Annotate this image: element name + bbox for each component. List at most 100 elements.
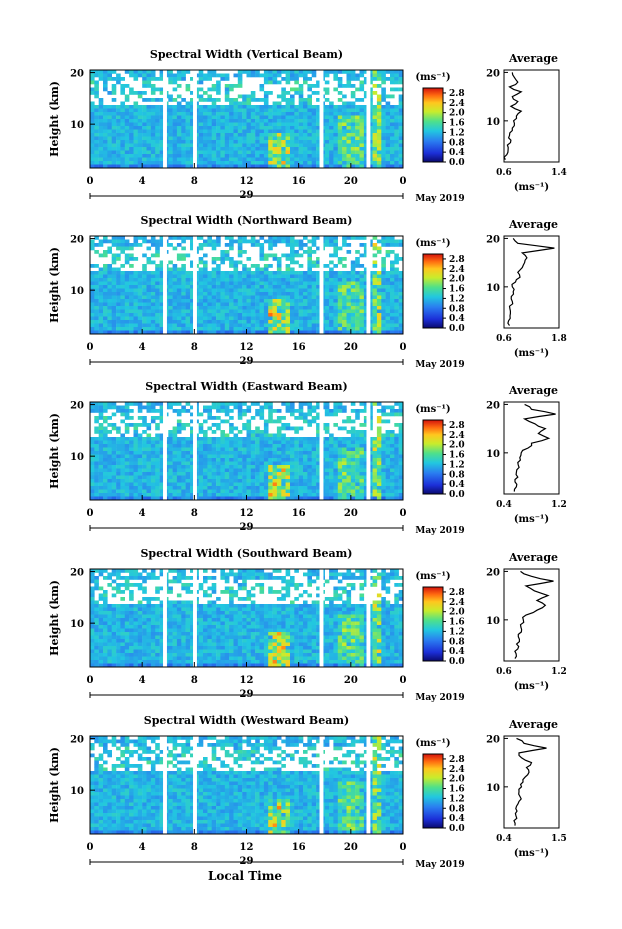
heatmap-cell: [207, 444, 212, 448]
heatmap-cell: [324, 157, 330, 162]
heatmap-cell: [133, 479, 139, 483]
heatmap-cell: [137, 126, 143, 130]
heatmap-cell: [363, 246, 369, 251]
heatmap-cell: [176, 157, 182, 162]
heatmap-cell: [146, 479, 152, 483]
heatmap-cell: [285, 147, 291, 151]
average-title: Average: [508, 52, 558, 65]
colorbar: [422, 253, 444, 329]
heatmap-cell: [346, 451, 352, 455]
heatmap-cell: [250, 320, 256, 324]
heatmap-cell: [376, 468, 382, 473]
heatmap-cell: [303, 295, 308, 300]
heatmap-cell: [355, 87, 360, 92]
heatmap-cell: [198, 437, 204, 441]
heatmap-cell: [237, 475, 243, 480]
heatmap-cell: [363, 458, 369, 462]
average-y-tick-label: 10: [486, 283, 500, 294]
heatmap-cell: [211, 267, 217, 272]
heatmap-cell: [342, 444, 347, 448]
heatmap-cell: [229, 239, 234, 244]
heatmap-cell: [363, 70, 369, 74]
heatmap-cell: [211, 133, 217, 137]
heatmap-cell: [233, 468, 239, 473]
heatmap-cell: [342, 164, 347, 169]
heatmap-cell: [381, 302, 386, 307]
heatmap-cell: [116, 129, 121, 134]
heatmap-cell: [137, 161, 143, 165]
heatmap-cell: [263, 129, 269, 134]
heatmap-cell: [103, 278, 108, 282]
heatmap-cell: [342, 440, 347, 445]
heatmap-cell: [133, 274, 139, 279]
heatmap-cell: [203, 140, 208, 144]
heatmap-cell: [346, 292, 352, 296]
heatmap-cell: [281, 161, 286, 165]
heatmap-cell: [342, 437, 347, 441]
heatmap-cell: [272, 299, 278, 303]
heatmap-cell: [385, 105, 391, 109]
heatmap-cell: [229, 316, 234, 321]
heatmap-cell: [207, 327, 212, 331]
heatmap-cell: [120, 112, 125, 116]
heatmap-cell: [398, 486, 404, 490]
heatmap-cell: [385, 454, 391, 459]
heatmap-cell: [107, 451, 112, 455]
heatmap-cell: [307, 274, 312, 279]
heatmap-cell: [98, 239, 104, 244]
heatmap-cell: [159, 330, 165, 335]
heatmap-cell: [111, 271, 117, 275]
heatmap-cell: [359, 154, 365, 158]
heatmap-cell: [116, 281, 121, 286]
heatmap-cell: [176, 122, 182, 127]
heatmap-cell: [142, 84, 147, 88]
heatmap-cell: [120, 105, 125, 109]
heatmap-cell: [198, 472, 204, 476]
heatmap-cell: [137, 91, 143, 95]
heatmap-cell: [207, 316, 212, 321]
heatmap-cell: [242, 126, 247, 130]
heatmap-cell: [376, 479, 382, 483]
heatmap-cell: [146, 164, 152, 169]
heatmap-cell: [211, 472, 217, 476]
heatmap-cell: [272, 278, 278, 282]
heatmap-cell: [176, 447, 182, 452]
heatmap-cell: [124, 108, 130, 113]
heatmap-cell: [155, 133, 160, 137]
heatmap-cell: [268, 475, 273, 480]
heatmap-cell: [398, 73, 404, 78]
heatmap-cell: [281, 444, 286, 448]
heatmap-cell: [90, 246, 95, 251]
heatmap-cell: [294, 309, 299, 314]
heatmap-cell: [250, 444, 256, 448]
heatmap-cell: [263, 267, 269, 272]
x-tick-label: 16: [292, 342, 306, 353]
heatmap-cell: [181, 451, 186, 455]
heatmap-cell: [333, 115, 338, 120]
heatmap-cell: [342, 271, 347, 275]
heatmap-cell: [98, 309, 104, 314]
heatmap-cell: [229, 119, 234, 123]
heatmap-cell: [168, 323, 173, 328]
colorbar-tick-label: 0.4: [449, 148, 465, 158]
heatmap-cell: [90, 87, 95, 92]
heatmap-cell: [307, 129, 312, 134]
heatmap-cell: [333, 70, 338, 74]
heatmap-cell: [324, 451, 330, 455]
heatmap-cell: [133, 77, 139, 81]
heatmap-cell: [198, 309, 204, 314]
heatmap-cell: [298, 330, 304, 335]
heatmap-cell: [168, 468, 173, 473]
heatmap-cell: [324, 461, 330, 466]
heatmap-cell: [233, 405, 239, 410]
heatmap-cell: [146, 472, 152, 476]
heatmap-cell: [303, 489, 308, 494]
heatmap-cell: [242, 412, 247, 417]
heatmap-cell: [98, 320, 104, 324]
heatmap-cell: [294, 316, 299, 321]
heatmap-cell: [263, 309, 269, 314]
heatmap-cell: [303, 236, 308, 240]
heatmap-cell: [103, 164, 108, 169]
heatmap-cell: [176, 278, 182, 282]
x-tick-label: 4: [139, 176, 146, 187]
